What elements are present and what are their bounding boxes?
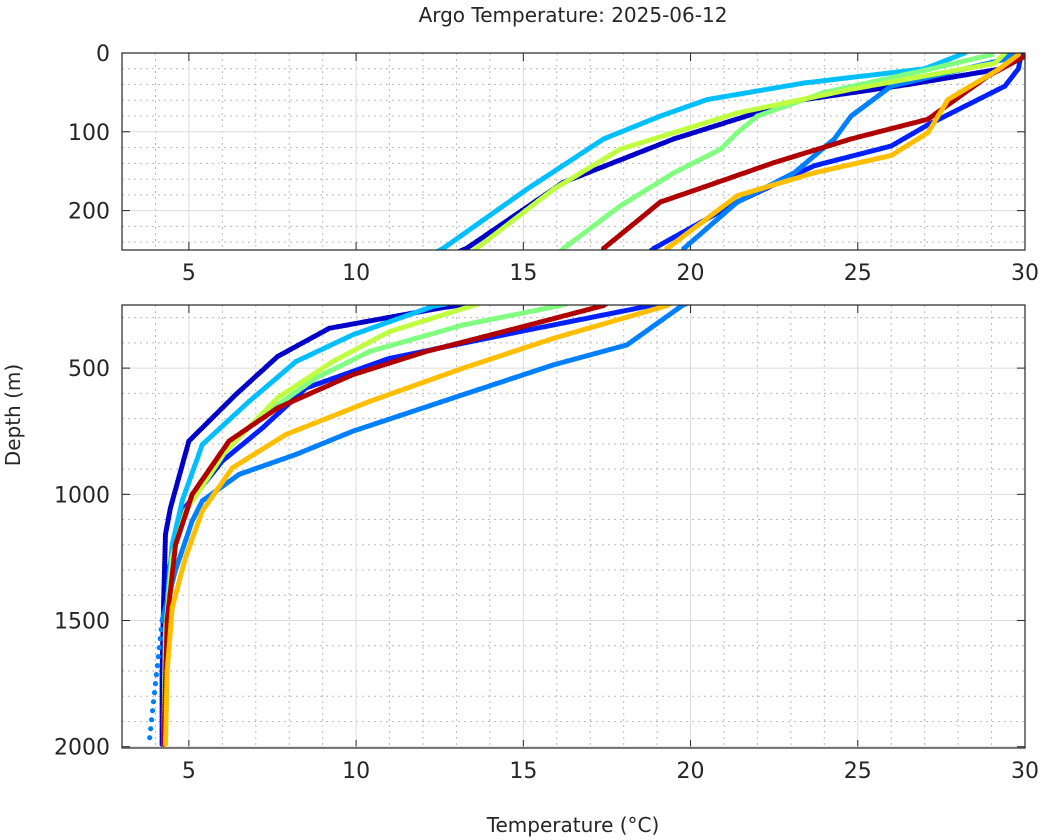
- profile-series-7: [161, 305, 609, 747]
- data-point: [157, 636, 163, 642]
- x-tick-label: 25: [844, 759, 872, 784]
- y-tick-label: 200: [68, 200, 110, 225]
- data-point: [436, 248, 442, 250]
- data-point: [599, 251, 604, 256]
- panel-upper: 5 10 15 20 25 30 0 100 200: [68, 42, 1039, 286]
- data-point: [153, 672, 159, 678]
- x-tick-label: 10: [342, 261, 370, 286]
- profile-series-8: [663, 53, 1021, 256]
- x-tick-label: 20: [677, 759, 705, 784]
- y-tick-label: 0: [96, 42, 110, 67]
- series-layer: [430, 53, 1025, 256]
- series-layer: [147, 305, 689, 747]
- axes-frame: [121, 304, 1026, 749]
- data-point: [432, 250, 437, 255]
- x-tick-label: 30: [1011, 261, 1039, 286]
- data-point: [601, 245, 607, 250]
- data-point: [679, 251, 684, 256]
- profile-series-4: [147, 305, 689, 741]
- y-tick-label: 500: [68, 357, 110, 382]
- data-point: [150, 708, 156, 714]
- y-tick-label: 1500: [54, 610, 110, 635]
- data-point: [147, 735, 153, 741]
- data-point: [555, 250, 560, 255]
- data-point: [430, 251, 435, 256]
- y-tick-label: 1000: [54, 483, 110, 508]
- profile-series-3: [430, 53, 968, 256]
- data-point: [152, 681, 158, 687]
- data-point: [151, 690, 158, 696]
- x-tick-label: 5: [182, 261, 196, 286]
- data-point: [156, 645, 162, 651]
- data-point: [469, 251, 474, 256]
- data-point: [150, 699, 157, 705]
- data-point: [452, 251, 457, 256]
- panel-deep: 5 10 15 20 25 30 500 1000 1500 2000: [54, 304, 1039, 784]
- x-tick-label: 15: [509, 759, 537, 784]
- axes-frame: [121, 52, 1026, 251]
- profile-series-8: [162, 305, 672, 747]
- chart-title: Argo Temperature: 2025-06-12: [419, 3, 728, 27]
- x-tick-label: 10: [342, 759, 370, 784]
- data-point: [148, 726, 154, 732]
- x-axis-label: Temperature (°C): [486, 813, 660, 837]
- data-point: [681, 245, 687, 250]
- data-point: [645, 251, 650, 256]
- data-point: [159, 617, 165, 624]
- y-tick-label: 100: [68, 121, 110, 146]
- y-axis-label: Depth (m): [1, 364, 25, 466]
- data-point: [149, 717, 155, 723]
- data-point: [154, 663, 160, 669]
- y-tick-label: 2000: [54, 736, 110, 761]
- x-tick-label: 25: [844, 261, 872, 286]
- data-point: [162, 741, 169, 747]
- x-tick-label: 20: [677, 261, 705, 286]
- x-tick-label: 15: [509, 261, 537, 286]
- data-point: [663, 251, 668, 256]
- profile-series-6: [469, 53, 1008, 256]
- x-tick-label: 5: [182, 759, 196, 784]
- data-point: [155, 654, 161, 660]
- data-point: [664, 245, 670, 250]
- data-point: [158, 626, 164, 633]
- x-tick-label: 30: [1011, 759, 1039, 784]
